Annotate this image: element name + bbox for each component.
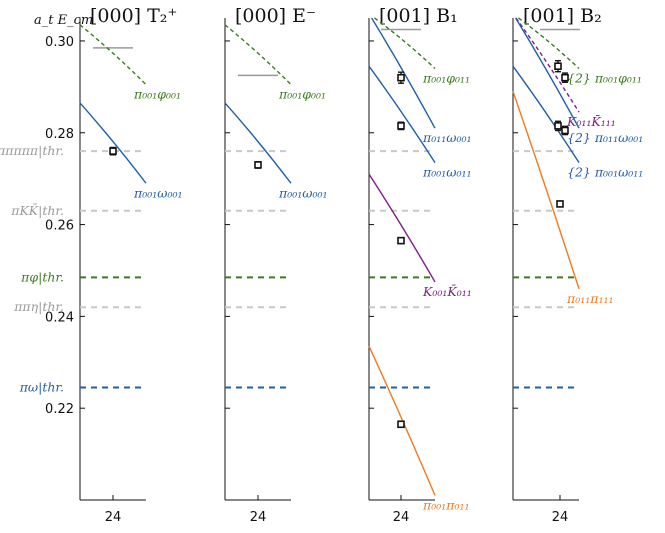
curve-line [224,102,292,184]
y-tick-label: 0.30 [45,35,74,50]
x-tick-label: 24 [250,510,267,525]
curve-line [368,173,436,283]
curve-label: K₀₁₁K̄₁₁₁ [566,114,616,129]
curve-line [374,17,436,70]
data-point [397,420,405,429]
panel-title: [001] B₂ [523,5,602,27]
y-tick-label: 0.28 [45,127,74,142]
data-point [554,122,562,130]
curve-line [79,24,147,86]
threshold-label: πφ|thr. [20,269,64,284]
curve-label: π₀₀₁π₀₁₁ [422,497,470,512]
curve-label: π₀₀₁ω₀₁₁ [422,165,471,180]
panel-3: 24 [001] B₁ π₀₀₁φ₀₁₁ π₀₁₁ω₀₀₁ π₀₀₁ω₀₁₁ K₀₀₁K̄… [368,5,472,525]
x-tick-label: 24 [393,510,410,525]
curve-line [79,102,147,184]
threshold-label: πππππ|thr. [0,143,64,158]
curve-line [224,24,292,86]
curve-label: π₀₀₁φ₀₀₁ [133,87,181,102]
curve-label: π₀₀₁ω₀₀₁ [133,185,182,200]
panel-4: 24 [001] B₂ {2} π₀₀₁φ₀₁₁ K₀₁₁K̄₁₁₁{2} π₀₁₁ω… [512,5,643,525]
curve-line [515,17,580,113]
y-axis-label: a_t E_cm [34,13,93,28]
data-point [554,62,562,71]
panel-1: 24 [000] T₂⁺ π₀₀₁φ₀₀₁ π₀₀₁ω₀₀₁ [79,5,182,525]
data-point [254,161,262,169]
y-tick-label: 0.26 [45,219,74,234]
curve-line [515,17,580,129]
data-point [397,73,405,82]
x-tick-label: 24 [552,510,569,525]
data-point [397,122,405,130]
curve-label: π₀₁₁π₁₁₁ [566,291,614,306]
y-tick-label: 0.24 [45,310,74,325]
curve-line [368,345,436,496]
panel-title: [000] T₂⁺ [90,5,177,27]
threshold-label: πω|thr. [19,380,64,395]
threshold-label: πKK̄|thr. [10,203,64,218]
data-point [556,200,564,208]
curve-label: π₀₀₁ω₀₀₁ [278,185,327,200]
data-point [561,73,569,82]
curve-label: π₀₀₁φ₀₀₁ [278,87,326,102]
panel-title: [001] B₁ [379,5,458,27]
data-point [561,126,569,135]
curve-label: K₀₀₁K̄₀₁₁ [422,284,472,299]
x-tick-label: 24 [105,510,122,525]
curve-label: {2} π₀₀₁φ₀₁₁ [567,70,642,85]
curve-line [512,65,580,163]
curve-line [518,17,580,70]
curve-label: {2} π₀₀₁ω₀₁₁ [567,165,643,180]
data-point [109,147,117,155]
y-tick-label: 0.22 [45,402,74,417]
curve-line [512,91,580,290]
panel-title: [000] E⁻ [235,5,316,27]
curve-label: π₀₁₁ω₀₀₁ [422,130,471,145]
curve-label: {2} π₀₁₁ω₀₀₁ [567,130,643,145]
curve-label: π₀₀₁φ₀₁₁ [422,70,470,85]
data-point [397,236,405,245]
threshold-label: ππη|thr. [13,299,64,314]
panel-2: 24 [000] E⁻ π₀₀₁φ₀₀₁ π₀₀₁ω₀₀₁ [224,5,327,525]
curve-line [368,65,436,163]
